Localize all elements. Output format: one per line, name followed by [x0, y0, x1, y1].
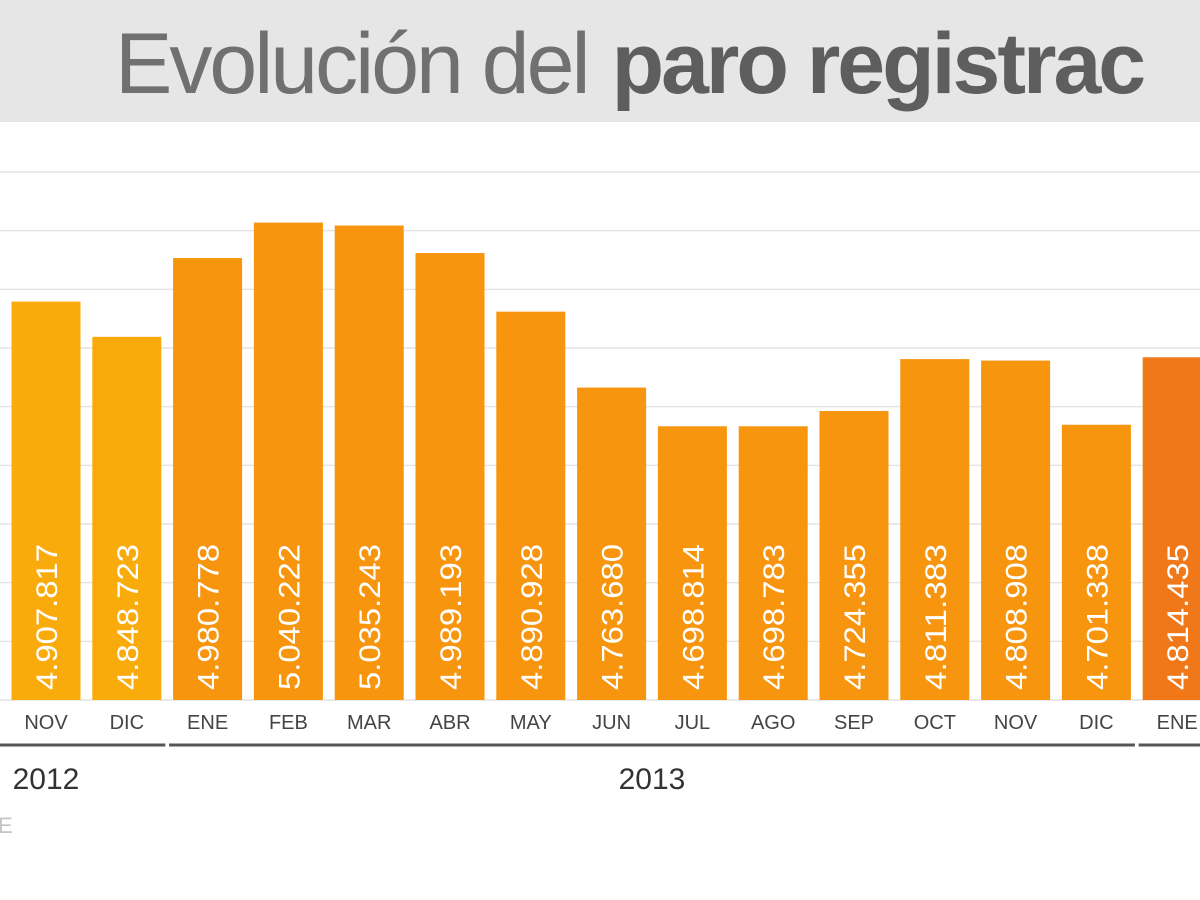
x-tick-label: NOV: [994, 712, 1038, 734]
value-label: 5.035.243: [354, 544, 387, 690]
bar: [92, 336, 162, 700]
bar: [577, 387, 647, 700]
value-label: 4.763.680: [597, 544, 630, 690]
value-label: 4.848.723: [112, 544, 145, 690]
bar: [334, 225, 404, 701]
x-tick-label: AGO: [751, 712, 795, 734]
x-tick-label: ABR: [429, 712, 470, 734]
bar: [657, 426, 727, 700]
source: E: [0, 813, 13, 838]
period-label: 2012: [13, 763, 80, 796]
x-tick-label: JUN: [592, 712, 631, 734]
x-tick-label: ENE: [187, 712, 228, 734]
value-label: 4.980.778: [193, 544, 226, 690]
bar: [819, 411, 889, 700]
bar: [415, 253, 485, 700]
bar: [900, 359, 970, 700]
x-tick-label: JUL: [675, 712, 711, 734]
title-band: [0, 0, 1200, 122]
x-tick-label: DIC: [110, 712, 144, 734]
bar: [253, 222, 323, 701]
bar: [1061, 424, 1131, 700]
bar: [496, 311, 566, 700]
x-tick-label: MAR: [347, 712, 391, 734]
value-label: 4.907.817: [31, 544, 64, 690]
bar: [1142, 357, 1200, 700]
bar: [11, 301, 81, 700]
value-label: 4.701.338: [1081, 544, 1114, 690]
value-label: 5.040.222: [273, 544, 306, 690]
x-tick-label: NOV: [24, 712, 68, 734]
x-tick-label: OCT: [914, 712, 956, 734]
x-tick-label: MAY: [510, 712, 552, 734]
value-label: 4.989.193: [435, 544, 468, 690]
title-bold: paro registrac: [612, 16, 1145, 112]
chart-title: Evolución del paro registrac: [115, 16, 1144, 112]
period-label: 2013: [619, 763, 686, 796]
value-label: 4.698.783: [758, 544, 791, 690]
value-label: 4.808.908: [1001, 544, 1034, 690]
title-regular: Evolución del: [115, 16, 588, 112]
value-label: 4.814.435: [1162, 544, 1195, 690]
bar: [981, 360, 1051, 700]
value-label: 4.698.814: [677, 544, 710, 690]
x-tick-label: FEB: [269, 712, 308, 734]
value-label: 4.724.355: [839, 544, 872, 690]
x-tick-label: ENE: [1157, 712, 1198, 734]
value-label: 4.811.383: [920, 544, 953, 690]
x-tick-label: DIC: [1079, 712, 1113, 734]
value-label: 4.890.928: [516, 544, 549, 690]
bar: [173, 258, 243, 700]
bar: [738, 426, 808, 700]
x-tick-label: SEP: [834, 712, 874, 734]
